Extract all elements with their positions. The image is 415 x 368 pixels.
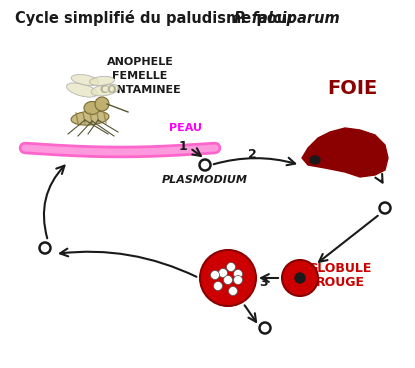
Text: ANOPHELE: ANOPHELE	[107, 57, 173, 67]
FancyArrowPatch shape	[44, 166, 64, 238]
Text: PEAU: PEAU	[168, 123, 202, 133]
Ellipse shape	[66, 83, 98, 97]
Ellipse shape	[84, 102, 100, 114]
Circle shape	[200, 159, 210, 170]
Text: CONTAMINEE: CONTAMINEE	[99, 85, 181, 95]
Text: FOIE: FOIE	[327, 78, 377, 98]
Circle shape	[224, 276, 232, 284]
Ellipse shape	[90, 77, 115, 86]
Ellipse shape	[71, 111, 109, 125]
Circle shape	[379, 202, 391, 213]
Text: 2: 2	[248, 149, 256, 162]
Polygon shape	[302, 128, 388, 177]
Text: PLASMODIUM: PLASMODIUM	[162, 175, 248, 185]
Circle shape	[259, 322, 271, 333]
Text: GLOBULE: GLOBULE	[308, 262, 372, 275]
Circle shape	[234, 276, 242, 284]
Ellipse shape	[310, 156, 320, 164]
Circle shape	[234, 269, 242, 279]
Text: ROUGE: ROUGE	[315, 276, 364, 289]
FancyArrowPatch shape	[319, 216, 378, 262]
Circle shape	[39, 243, 51, 254]
Circle shape	[95, 97, 109, 111]
Circle shape	[210, 270, 220, 280]
Text: P. falciparum: P. falciparum	[234, 11, 340, 25]
Circle shape	[229, 287, 237, 296]
Text: FEMELLE: FEMELLE	[112, 71, 168, 81]
Circle shape	[213, 282, 222, 290]
Ellipse shape	[71, 74, 99, 85]
Circle shape	[282, 260, 318, 296]
Circle shape	[227, 262, 235, 272]
FancyArrowPatch shape	[244, 305, 256, 322]
Circle shape	[200, 250, 256, 306]
Text: Cycle simplifié du paludisme pour: Cycle simplifié du paludisme pour	[15, 10, 300, 26]
Circle shape	[295, 273, 305, 283]
Circle shape	[219, 269, 227, 277]
FancyArrowPatch shape	[60, 249, 196, 277]
Text: 1: 1	[178, 141, 188, 153]
FancyArrowPatch shape	[375, 174, 383, 183]
Text: 3: 3	[259, 276, 267, 290]
FancyArrowPatch shape	[214, 158, 295, 165]
Ellipse shape	[91, 84, 119, 96]
FancyArrowPatch shape	[261, 274, 278, 282]
